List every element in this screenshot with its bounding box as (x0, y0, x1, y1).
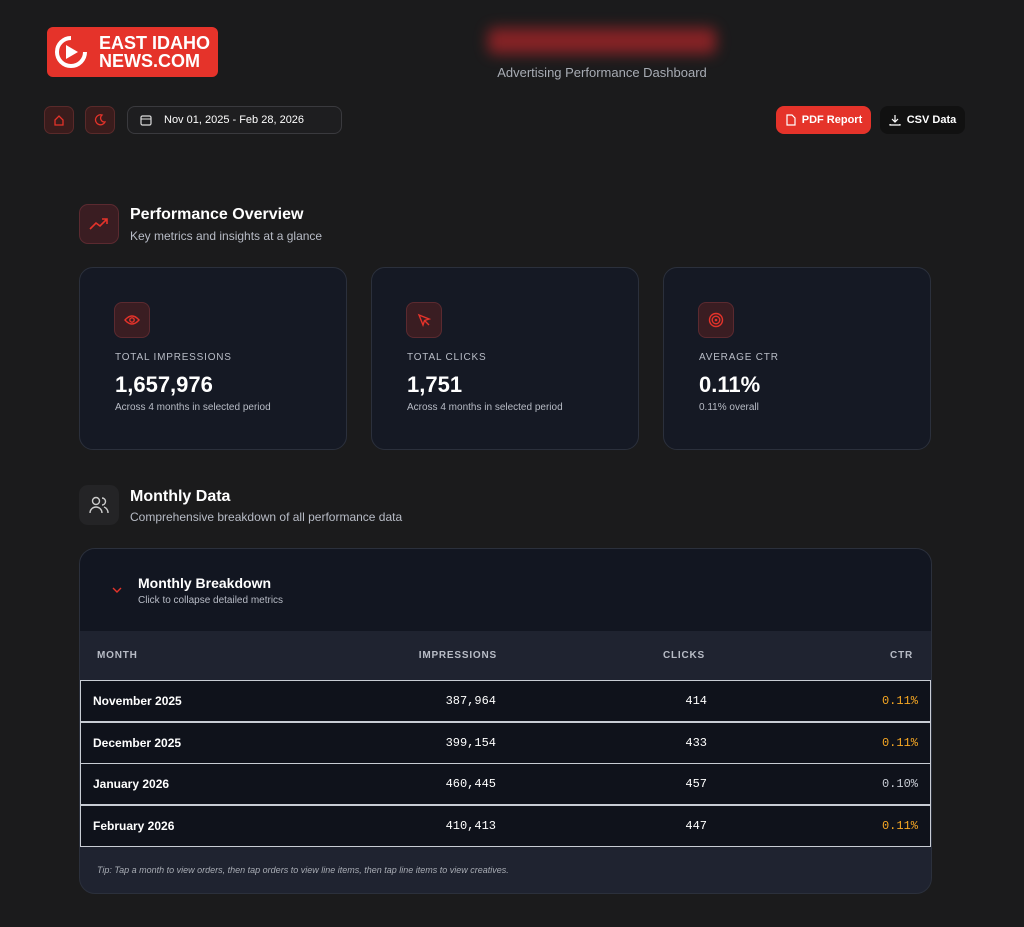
month-cell: November 2025 (93, 694, 182, 708)
section-title: Monthly Data (130, 488, 231, 505)
clicks-cell: 457 (685, 777, 707, 792)
table-header: MONTH (97, 650, 138, 661)
month-cell: February 2026 (93, 819, 175, 834)
ctr-cell: 0.11% (881, 694, 918, 708)
impressions-cell: 387,964 (445, 694, 496, 708)
card-note: 0.11% overall (699, 402, 759, 413)
csv-button[interactable]: CSV Data (880, 106, 965, 134)
month-cell: December 2025 (93, 735, 182, 750)
card-value: 1,751 (407, 372, 463, 397)
card-icon (406, 302, 442, 338)
metric-card: TOTAL IMPRESSIONS 1,657,976 Across 4 month… (79, 267, 347, 450)
logo-icon (55, 36, 87, 68)
clicks-cell: 414 (685, 694, 707, 708)
card-label: TOTAL CLICKS (407, 352, 487, 363)
card-note: Across 4 months in selected period (115, 402, 271, 413)
table-row[interactable]: February 2026 410,413 447 0.11% (80, 805, 931, 848)
table-header: CLICKS (662, 650, 705, 661)
card-icon (698, 302, 734, 338)
ctr-cell: 0.11% (881, 819, 918, 834)
header-subtitle: Advertising Performance Dashboard (497, 65, 707, 80)
button-label: CSV Data (906, 114, 957, 126)
date-picker[interactable]: Nov 01, 2025 - Feb 28, 2026 (127, 106, 342, 134)
table-row[interactable]: November 2025 387,964 414 0.11% (80, 680, 931, 722)
logo[interactable]: EAST IDAHO NEWS.COM (47, 27, 218, 77)
section-subtitle: Key metrics and insights at a glance (130, 229, 323, 243)
impressions-cell: 410,413 (445, 819, 496, 834)
impressions-cell: 460,445 (445, 777, 496, 792)
card-label: TOTAL IMPRESSIONS (115, 352, 232, 363)
theme-button[interactable] (85, 106, 115, 134)
table-header: IMPRESSIONS (418, 650, 497, 661)
blurred-title (488, 28, 716, 54)
metric-card: AVERAGE CTR 0.11% 0.11% overall (663, 267, 931, 450)
section-title: Performance Overview (130, 206, 304, 223)
month-cell: January 2026 (93, 777, 170, 792)
ctr-cell: 0.11% (881, 735, 918, 750)
table-row[interactable]: December 2025 399,154 433 0.11% (80, 721, 931, 764)
logo-text: NEWS.COM (99, 51, 200, 71)
panel-title: Monthly Breakdown (138, 575, 272, 591)
clicks-cell: 433 (685, 735, 707, 750)
impressions-cell: 399,154 (445, 735, 496, 750)
table-row[interactable]: January 2026 460,445 457 0.10% (80, 763, 931, 806)
table-header: CTR (890, 650, 913, 661)
section-subtitle: Comprehensive breakdown of all performan… (130, 510, 403, 524)
panel-header[interactable]: Monthly Breakdown Click to collapse deta… (80, 549, 931, 631)
ctr-cell: 0.10% (881, 777, 918, 792)
card-note: Across 4 months in selected period (407, 402, 563, 413)
card-label: AVERAGE CTR (699, 352, 779, 363)
date-range: Nov 01, 2025 - Feb 28, 2026 (164, 114, 305, 126)
card-icon (114, 302, 150, 338)
section-icon (79, 204, 119, 244)
metric-card: TOTAL CLICKS 1,751 Across 4 months in sele… (371, 267, 639, 450)
home-button[interactable] (44, 106, 74, 134)
card-value: 1,657,976 (115, 372, 213, 397)
logo-text: EAST IDAHO (99, 33, 211, 53)
pdf-button[interactable]: PDF Report (776, 106, 871, 134)
button-label: PDF Report (801, 114, 863, 126)
section-icon (79, 485, 119, 525)
clicks-cell: 447 (685, 819, 707, 834)
tip: Tip: Tap a month to view orders, then ta… (97, 865, 509, 875)
card-value: 0.11% (699, 372, 761, 397)
panel-subtitle: Click to collapse detailed metrics (138, 595, 284, 606)
